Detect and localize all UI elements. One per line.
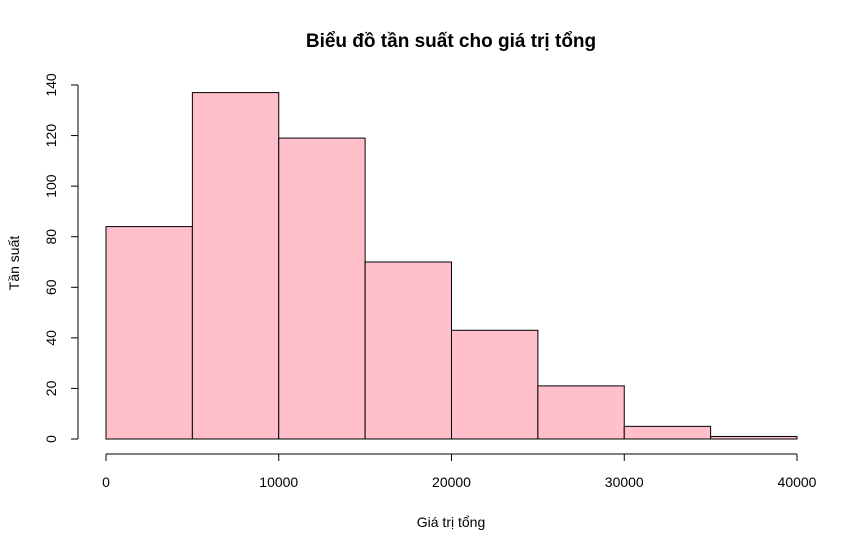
y-tick-label-1: 20 <box>43 380 59 396</box>
x-tick-label-4: 40000 <box>778 474 817 490</box>
x-axis-label: Giá trị tổng <box>417 514 485 530</box>
y-tick-label-3: 60 <box>43 279 59 295</box>
histogram-bar-2 <box>278 137 366 440</box>
y-tick-label-2: 40 <box>43 330 59 346</box>
histogram-bar-1 <box>191 92 280 440</box>
histogram-bar-0 <box>105 226 193 440</box>
histogram-bar-4 <box>451 329 539 440</box>
x-tick-label-1: 10000 <box>259 474 298 490</box>
y-axis-label: Tần suất <box>6 236 22 291</box>
y-tick-label-7: 140 <box>43 73 59 97</box>
histogram-bar-7 <box>710 435 798 440</box>
chart-title: Biểu đồ tần suất cho giá trị tổng <box>306 31 596 52</box>
y-axis: 0 20 40 60 80 100 120 140 <box>43 73 79 443</box>
x-tick-label-0: 0 <box>102 474 110 490</box>
x-axis: 0 10000 20000 30000 40000 <box>102 453 817 490</box>
y-tick-label-4: 80 <box>43 229 59 245</box>
y-tick-label-0: 0 <box>43 435 59 443</box>
y-tick-label-5: 100 <box>43 174 59 198</box>
histogram-bar-6 <box>623 425 712 440</box>
y-tick-label-6: 120 <box>43 124 59 148</box>
histogram-bar-5 <box>537 385 625 440</box>
histogram-bar-3 <box>364 261 452 440</box>
bars-group <box>105 92 798 440</box>
x-tick-label-3: 30000 <box>605 474 644 490</box>
x-tick-label-2: 20000 <box>432 474 471 490</box>
